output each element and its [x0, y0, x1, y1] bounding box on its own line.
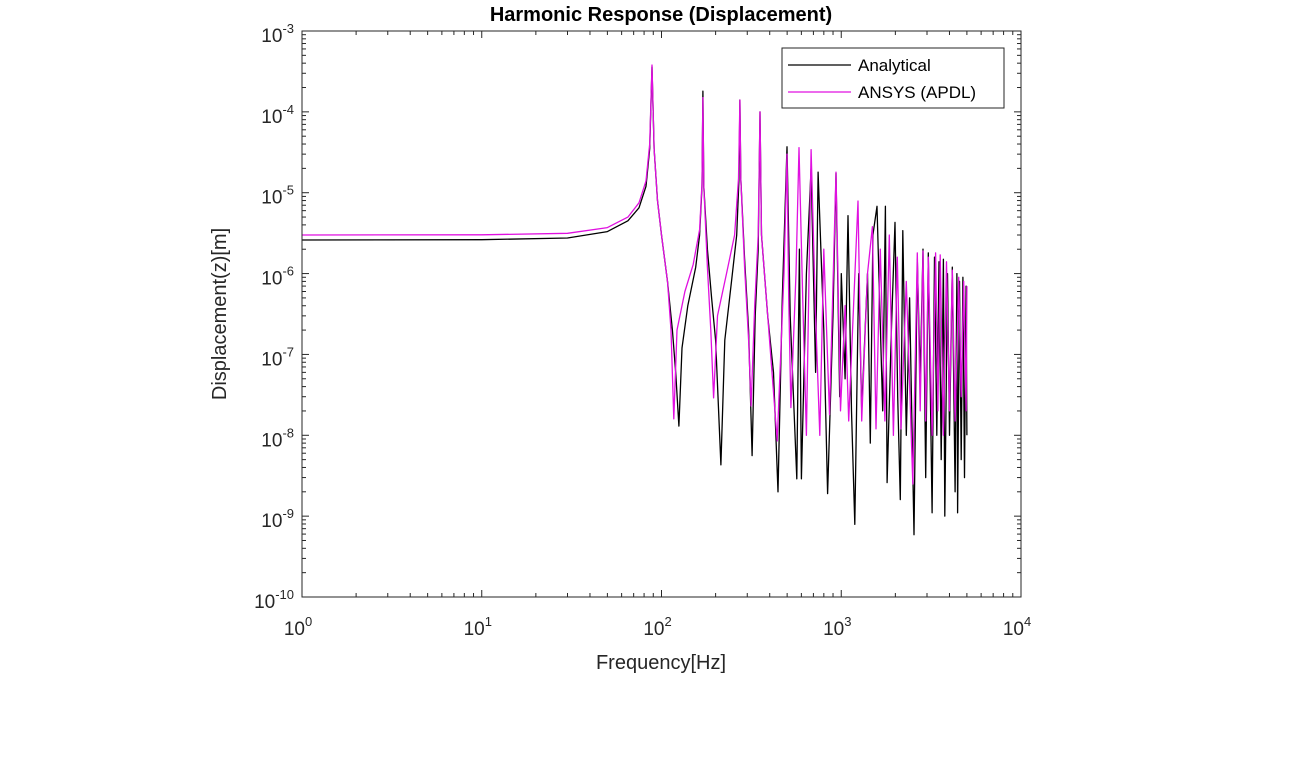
x-axis-label: Frequency[Hz] [596, 652, 726, 674]
y-tick-label: 10-7 [261, 344, 294, 370]
series-line-ansys-apdl [301, 64, 968, 485]
plot-area [302, 31, 1021, 597]
y-tick-label: 10-5 [261, 183, 294, 209]
plot-frame [301, 30, 1022, 598]
legend-box [781, 47, 1005, 109]
legend-label-ansys: ANSYS (APDL) [858, 83, 976, 102]
series-lines [301, 64, 968, 536]
x-tick-label: 102 [643, 614, 671, 640]
x-tick-label: 101 [464, 614, 492, 640]
y-tick-label: 10-10 [254, 587, 294, 613]
legend-label-analytical: Analytical [858, 56, 931, 75]
y-tick-labels: 10-3 10-4 10-5 10-6 10-7 10-8 10-9 10-10 [254, 21, 294, 613]
y-tick-label: 10-9 [261, 506, 294, 532]
y-tick-label: 10-3 [261, 21, 294, 47]
y-axis-label: Displacement(z)[m] [209, 228, 231, 400]
x-tick-label: 104 [1003, 614, 1031, 640]
legend: Analytical ANSYS (APDL) [781, 47, 1005, 109]
x-tick-label: 103 [823, 614, 851, 640]
y-tick-label: 10-4 [261, 102, 294, 128]
axis-ticks [301, 31, 1021, 598]
y-tick-label: 10-8 [261, 425, 294, 451]
x-tick-labels: 100 101 102 103 104 [284, 614, 1031, 640]
chart-title: Harmonic Response (Displacement) [490, 4, 832, 26]
y-tick-label: 10-6 [261, 264, 294, 290]
x-tick-label: 100 [284, 614, 312, 640]
